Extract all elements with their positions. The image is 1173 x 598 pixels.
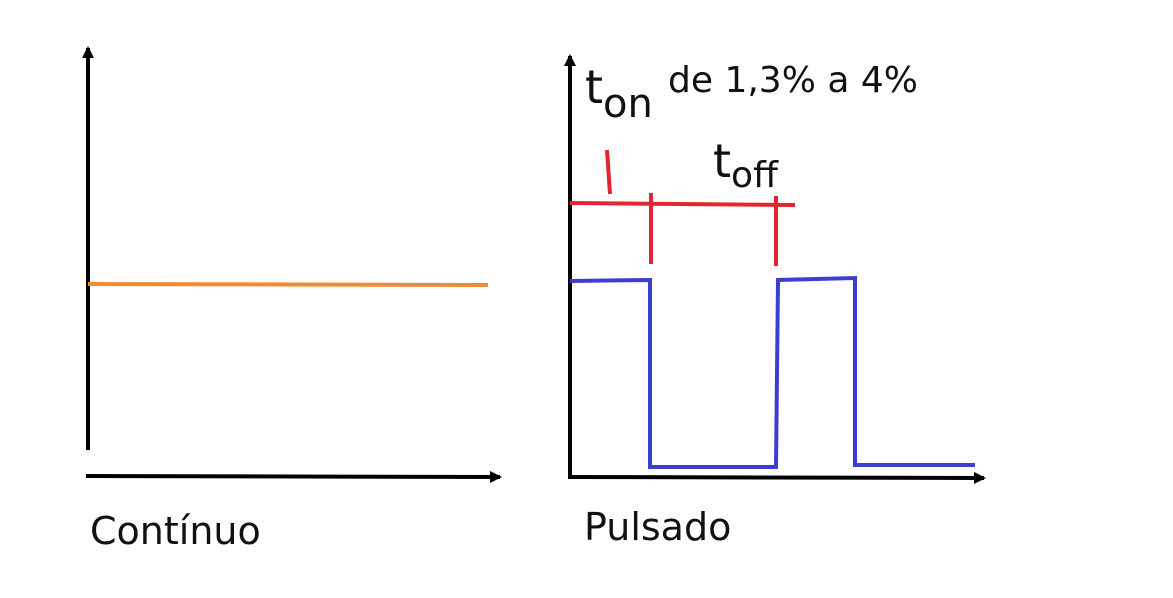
continuous-x-axis (85, 470, 502, 483)
pulsed-x-axis (567, 471, 986, 484)
pulsed-caption: Pulsado (584, 505, 732, 549)
period-marker-line (569, 201, 796, 207)
pulsed-graph: ton de 1,3% a 4% toff (564, 54, 986, 484)
continuous-caption: Contínuo (90, 509, 261, 553)
duty-range-label: de 1,3% a 4% (668, 60, 918, 101)
toff-label: toff (713, 134, 779, 196)
ton-label: ton (585, 60, 653, 127)
continuous-signal-line (87, 282, 489, 287)
ton-tick-mark (605, 149, 612, 195)
continuous-graph (82, 46, 502, 483)
pulsed-signal-waveform (569, 275, 975, 469)
